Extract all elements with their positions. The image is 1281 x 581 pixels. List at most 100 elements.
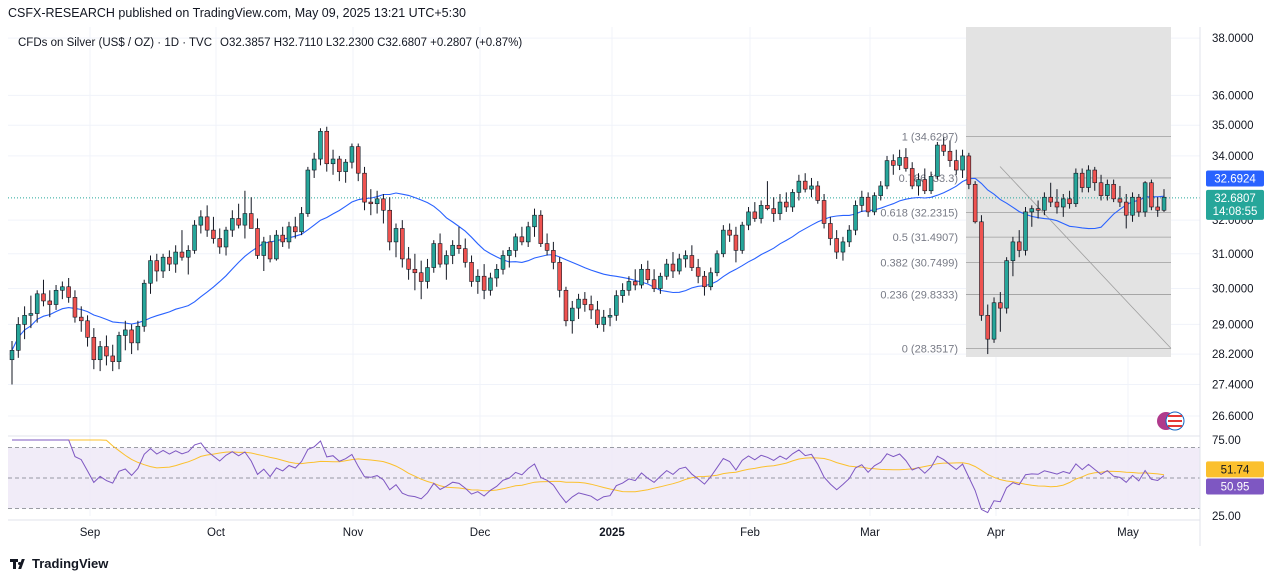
candle xyxy=(614,290,619,321)
candle xyxy=(846,225,852,247)
candle xyxy=(1073,168,1079,207)
candle-body xyxy=(1142,182,1148,213)
candle xyxy=(991,297,997,343)
candle-body xyxy=(66,286,71,298)
candle xyxy=(154,253,160,282)
candle-body xyxy=(1111,184,1116,200)
candle-body xyxy=(481,275,487,291)
candle-body xyxy=(425,267,430,282)
candle-body xyxy=(141,282,147,327)
candle xyxy=(928,171,934,194)
candle xyxy=(211,216,216,244)
rsi-tick-label: 25.00 xyxy=(1212,511,1241,523)
candle-body xyxy=(53,289,59,305)
time-tick-label: 2025 xyxy=(599,527,625,539)
candle-body xyxy=(1061,198,1066,208)
rsi-ma-path xyxy=(12,439,1165,493)
fib-label: 0 (28.3517) xyxy=(902,343,958,355)
candle xyxy=(570,300,575,334)
candle-body xyxy=(72,297,78,318)
candle-body xyxy=(104,346,109,357)
candle-body xyxy=(1042,196,1047,211)
tradingview-logo[interactable]: TradingView xyxy=(10,556,108,571)
candle-body xyxy=(815,185,821,201)
candle-body xyxy=(714,253,720,274)
candle-body xyxy=(1086,169,1091,188)
candle xyxy=(658,272,663,294)
candle-body xyxy=(519,236,525,243)
candle-body xyxy=(500,255,506,270)
candle-body xyxy=(85,320,90,338)
price-tick-label: 31.0000 xyxy=(1212,249,1254,261)
candle-body xyxy=(167,256,172,265)
candle xyxy=(784,192,789,212)
candle xyxy=(1042,192,1047,216)
candle xyxy=(437,233,443,268)
candle xyxy=(318,128,323,166)
candle xyxy=(903,148,909,172)
candle xyxy=(362,166,367,211)
candle-body xyxy=(998,302,1003,309)
candle-body xyxy=(588,304,594,311)
candle-body xyxy=(179,251,185,258)
candle xyxy=(677,253,682,275)
candle xyxy=(632,269,638,291)
candle-body xyxy=(368,201,374,205)
candle xyxy=(947,140,953,167)
candle xyxy=(500,250,506,275)
candles xyxy=(9,126,1167,385)
candle xyxy=(481,264,487,300)
candle xyxy=(872,192,877,216)
candle-body xyxy=(670,263,676,272)
candle xyxy=(563,286,569,327)
candle xyxy=(1048,182,1053,207)
candle xyxy=(494,264,499,287)
last-price-tag-box xyxy=(1206,189,1264,220)
candle-body xyxy=(991,302,997,340)
candle-body xyxy=(614,295,619,316)
price-tick-label: 30.0000 xyxy=(1212,284,1254,296)
candle-body xyxy=(658,275,663,289)
candle xyxy=(97,341,103,372)
candle xyxy=(985,304,990,355)
candle-body xyxy=(135,325,141,344)
flag-icon[interactable] xyxy=(1157,411,1185,431)
candle-body xyxy=(16,324,21,351)
price-tick-label: 36.0000 xyxy=(1212,90,1254,102)
candle xyxy=(809,177,814,198)
candle xyxy=(878,181,883,201)
fib-range-shade xyxy=(966,27,1171,357)
price-tick-label: 34.0000 xyxy=(1212,151,1254,163)
candle xyxy=(1023,206,1028,256)
candle-body xyxy=(846,229,852,243)
candle xyxy=(840,236,846,261)
fib-trendline xyxy=(999,166,1172,349)
fib-label: 0.382 (30.7499) xyxy=(880,257,958,269)
candle xyxy=(66,277,71,303)
candle-body xyxy=(393,228,399,243)
candle-body xyxy=(274,234,279,260)
candle xyxy=(815,181,821,204)
candle-body xyxy=(362,172,367,203)
time-tick-label: Apr xyxy=(987,527,1005,539)
candle-body xyxy=(878,185,883,196)
candle-body xyxy=(343,161,348,172)
candle-body xyxy=(374,198,380,205)
candle xyxy=(916,173,921,196)
candle-body xyxy=(570,307,575,322)
ohlc-values: O32.3857 H32.7110 L32.2300 C32.6807 +0.2… xyxy=(220,37,522,49)
candle-body xyxy=(431,243,437,268)
candle-body xyxy=(865,196,871,213)
candle-body xyxy=(1092,169,1098,184)
candle xyxy=(116,331,122,370)
candle-body xyxy=(242,213,248,226)
candle xyxy=(1111,179,1116,203)
candle xyxy=(16,317,21,358)
candle xyxy=(1016,230,1022,258)
candle-body xyxy=(884,160,890,187)
candle xyxy=(286,221,292,249)
candle-body xyxy=(601,316,606,325)
candle xyxy=(330,149,336,175)
candle-body xyxy=(752,211,758,219)
